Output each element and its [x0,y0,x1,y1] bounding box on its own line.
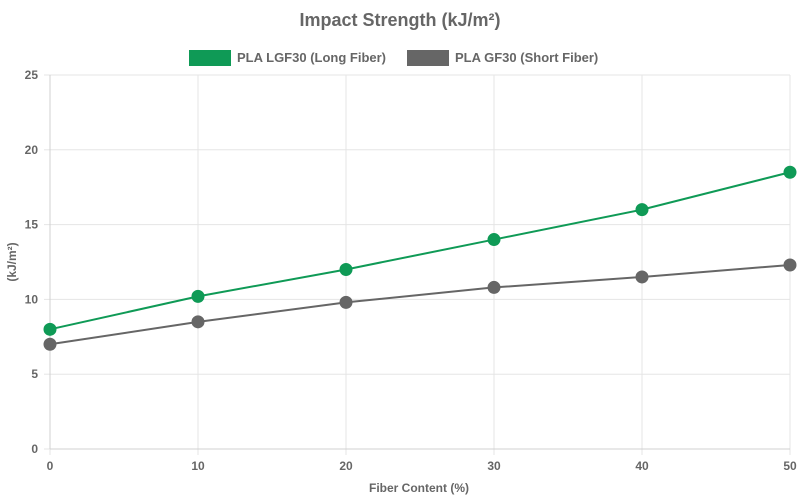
series-line-0 [49,171,791,331]
axes [49,75,790,450]
data-point-series-0[interactable] [487,233,501,247]
series-line-1 [49,263,791,346]
y-tick-label: 25 [25,68,39,82]
legend: PLA LGF30 (Long Fiber) PLA GF30 (Short F… [189,50,598,66]
legend-swatch-lgf30[interactable] [189,50,231,66]
data-point-series-1[interactable] [43,337,57,351]
legend-swatch-gf30[interactable] [407,50,449,66]
data-point-series-0[interactable] [339,262,353,276]
data-point-series-1[interactable] [191,315,205,329]
legend-label-gf30[interactable]: PLA GF30 (Short Fiber) [455,50,598,65]
chart-title: Impact Strength (kJ/m²) [299,10,500,30]
y-tick-label: 15 [25,218,39,232]
x-tick-label: 20 [339,459,353,473]
series-group [43,165,797,351]
data-point-series-1[interactable] [339,295,353,309]
data-point-series-0[interactable] [783,165,797,179]
y-tick-label: 20 [25,143,39,157]
gridlines [44,74,791,455]
x-tick-label: 30 [487,459,501,473]
x-axis-title: Fiber Content (%) [369,481,469,495]
x-tick-label: 50 [783,459,797,473]
x-tick-label: 0 [47,459,54,473]
data-point-series-0[interactable] [635,203,649,217]
x-tick-label: 10 [191,459,205,473]
data-point-series-1[interactable] [635,270,649,284]
legend-label-lgf30[interactable]: PLA LGF30 (Long Fiber) [237,50,386,65]
y-tick-label: 10 [25,292,39,306]
y-axis-title: (kJ/m²) [5,242,19,281]
y-axis-ticks: 0 5 10 15 20 25 [25,68,39,456]
x-axis-ticks: 0 10 20 30 40 50 [47,459,797,473]
data-point-series-0[interactable] [43,322,57,336]
y-tick-label: 5 [31,367,38,381]
data-point-series-1[interactable] [487,280,501,294]
y-tick-label: 0 [31,442,38,456]
data-point-series-1[interactable] [783,258,797,272]
x-tick-label: 40 [635,459,649,473]
data-point-series-0[interactable] [191,289,205,303]
